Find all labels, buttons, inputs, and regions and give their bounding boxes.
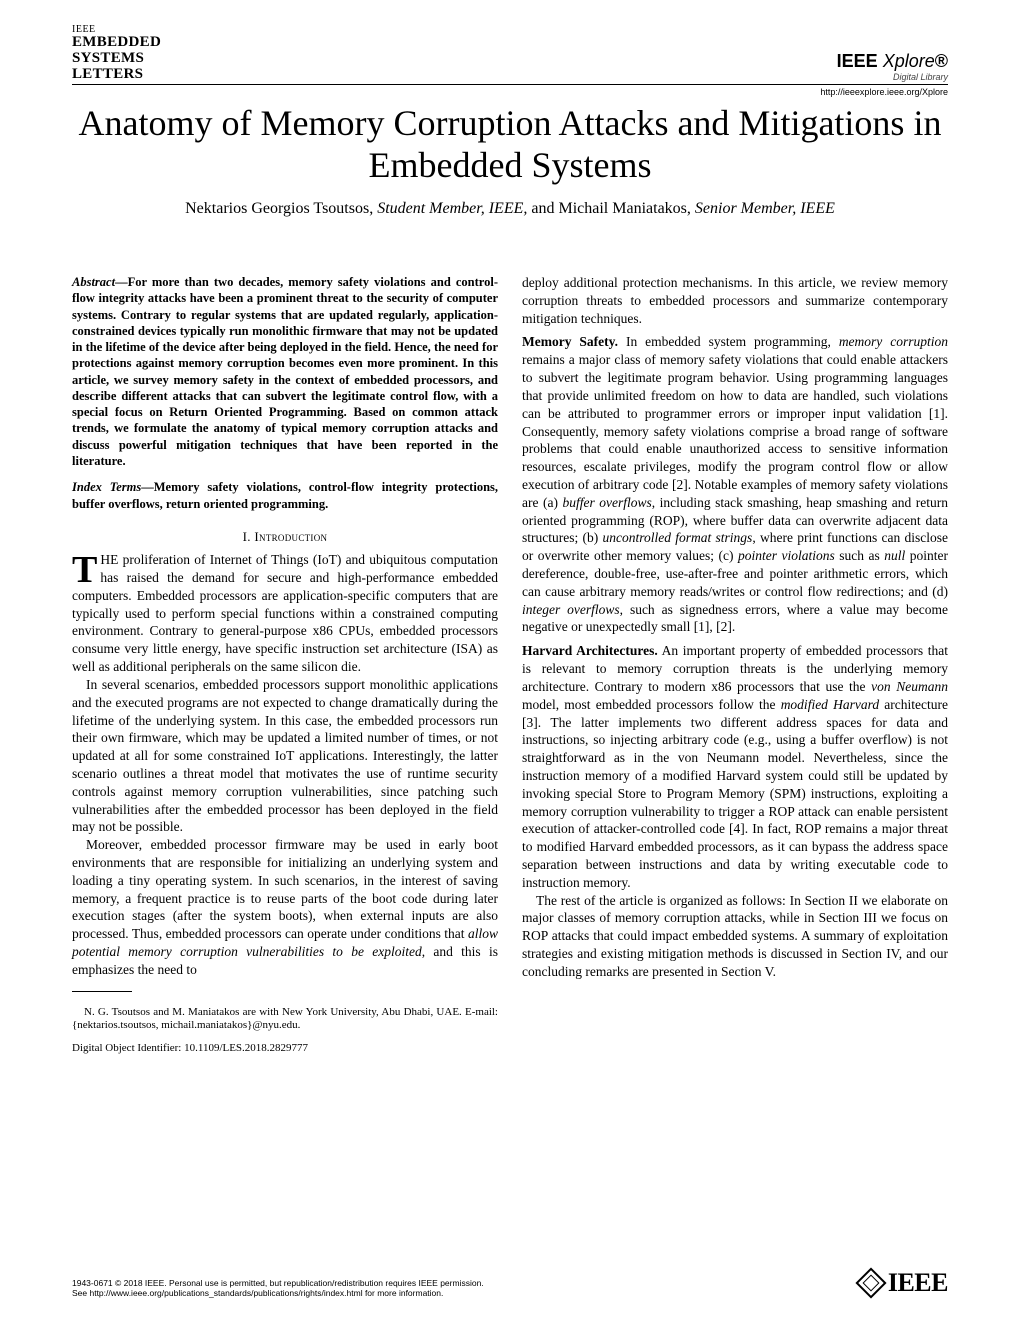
- p2b: remains a major class of memory safety v…: [522, 352, 948, 510]
- xplore-bold: IEEE: [837, 51, 878, 71]
- p2i1: memory corruption: [839, 334, 948, 349]
- authors-line: Nektarios Georgios Tsoutsos, Student Mem…: [72, 200, 948, 218]
- page-footer: 1943-0671 © 2018 IEEE. Personal use is p…: [72, 1268, 948, 1298]
- col2-para-2: Memory Safety. In embedded system progra…: [522, 333, 948, 636]
- journal-name-line2: SYSTEMS: [72, 51, 161, 67]
- p2i3: uncontrolled format strings: [603, 530, 753, 545]
- journal-brand: IEEE EMBEDDED SYSTEMS LETTERS: [72, 24, 161, 82]
- p2e: such as: [835, 548, 885, 563]
- p3i2: modified Harvard: [781, 697, 879, 712]
- dropcap: T: [72, 551, 100, 586]
- xplore-subtitle: Digital Library: [837, 72, 948, 82]
- ieee-logo: IEEE: [860, 1268, 948, 1298]
- journal-name-line3: LETTERS: [72, 67, 161, 83]
- col2-para-3: Harvard Architectures. An important prop…: [522, 642, 948, 891]
- index-terms-lead: Index Terms: [72, 480, 141, 494]
- xplore-url: http://ieeexplore.ieee.org/Xplore: [72, 87, 948, 97]
- journal-header: IEEE EMBEDDED SYSTEMS LETTERS IEEE Xplor…: [72, 24, 948, 85]
- p2a: In embedded system programming,: [618, 334, 839, 349]
- p3i1: von Neumann: [871, 679, 948, 694]
- intro-p3a: Moreover, embedded processor firmware ma…: [72, 837, 498, 941]
- intro-para-2: In several scenarios, embedded processor…: [72, 676, 498, 836]
- xplore-brand: IEEE Xplore® Digital Library: [837, 51, 948, 82]
- copyright-block: 1943-0671 © 2018 IEEE. Personal use is p…: [72, 1278, 484, 1298]
- copyright-line1: 1943-0671 © 2018 IEEE. Personal use is p…: [72, 1278, 484, 1288]
- left-column: Abstract—For more than two decades, memo…: [72, 274, 498, 1056]
- xplore-ital: Xplore: [883, 51, 935, 71]
- ieee-diamond-icon: [855, 1267, 886, 1298]
- ieee-logo-text: IEEE: [888, 1268, 948, 1298]
- p2i6: integer overflows: [522, 602, 620, 617]
- affiliation-rule: [72, 991, 132, 992]
- author-2-role: Senior Member, IEEE: [695, 200, 835, 217]
- index-terms-block: Index Terms—Memory safety violations, co…: [72, 479, 498, 512]
- paper-title: Anatomy of Memory Corruption Attacks and…: [72, 103, 948, 186]
- author-1-role: Student Member, IEEE,: [377, 200, 527, 217]
- index-terms-dash: —: [141, 480, 154, 494]
- abstract-dash: —: [115, 275, 128, 289]
- xplore-title: IEEE Xplore®: [837, 51, 948, 72]
- author-2: Michail Maniatakos,: [558, 200, 690, 217]
- section-1-heading: I. Introduction: [72, 528, 498, 545]
- two-column-body: Abstract—For more than two decades, memo…: [72, 274, 948, 1056]
- abstract-block: Abstract—For more than two decades, memo…: [72, 274, 498, 469]
- p2i5: null: [884, 548, 905, 563]
- abstract-lead: Abstract: [72, 275, 115, 289]
- p2i4: pointer violations: [738, 548, 835, 563]
- intro-p1-text: HE proliferation of Internet of Things (…: [72, 552, 498, 674]
- col2-para-4: The rest of the article is organized as …: [522, 892, 948, 981]
- intro-para-3: Moreover, embedded processor firmware ma…: [72, 836, 498, 979]
- doi-line: Digital Object Identifier: 10.1109/LES.2…: [72, 1041, 498, 1056]
- intro-para-1: THE proliferation of Internet of Things …: [72, 551, 498, 676]
- p3c: architecture [3]. The latter implements …: [522, 697, 948, 890]
- author-affiliation: N. G. Tsoutsos and M. Maniatakos are wit…: [72, 1006, 498, 1034]
- p3b: model, most embedded processors follow t…: [522, 697, 781, 712]
- abstract-text: For more than two decades, memory safety…: [72, 275, 498, 468]
- author-1: Nektarios Georgios Tsoutsos,: [185, 200, 373, 217]
- journal-name-line1: EMBEDDED: [72, 35, 161, 51]
- right-column: deploy additional protection mechanisms.…: [522, 274, 948, 1056]
- xplore-reg: ®: [935, 51, 948, 71]
- harvard-lead: Harvard Architectures.: [522, 643, 658, 658]
- authors-conjunction: and: [531, 200, 554, 217]
- p2i2: buffer overflows: [562, 495, 651, 510]
- copyright-line2: See http://www.ieee.org/publications_sta…: [72, 1288, 484, 1298]
- col2-para-1: deploy additional protection mechanisms.…: [522, 274, 948, 327]
- memory-safety-lead: Memory Safety.: [522, 334, 618, 349]
